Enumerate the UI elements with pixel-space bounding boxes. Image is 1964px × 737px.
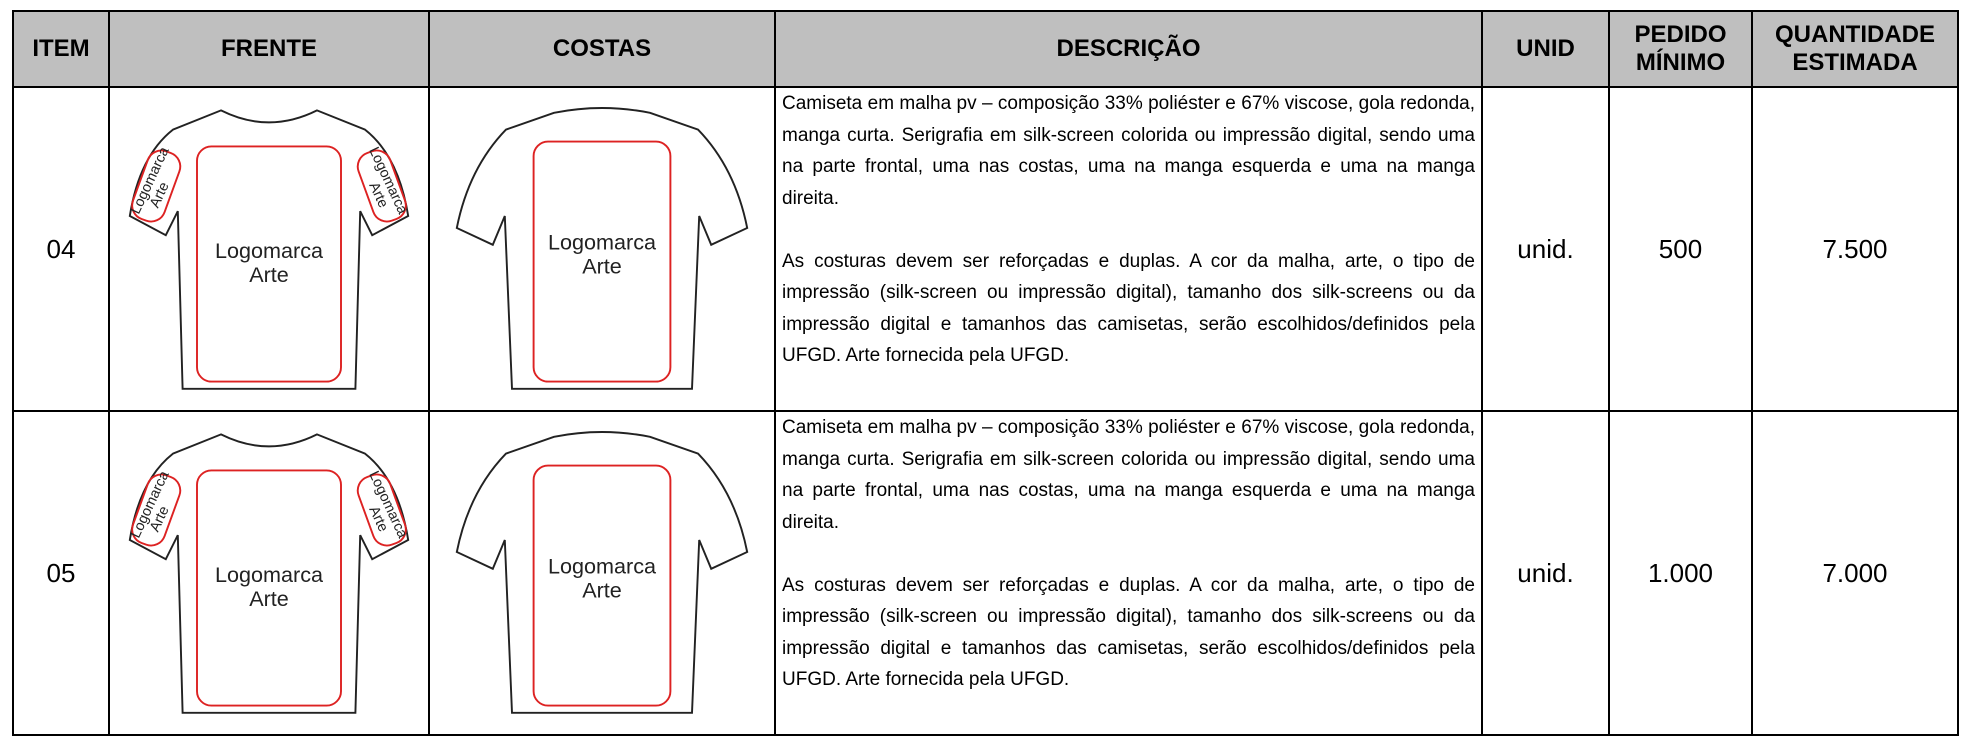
header-cell: PEDIDO MÍNIMO (1608, 10, 1753, 88)
header-cell: DESCRIÇÃO (774, 10, 1483, 88)
art-text: Arte (249, 262, 289, 287)
header-line: PEDIDO (1634, 21, 1727, 48)
item-cell: 05 (12, 410, 110, 736)
back-cell: Logomarca Arte (428, 410, 776, 736)
quantity-cell: 7.500 (1751, 86, 1959, 412)
header-line: MÍNIMO (1635, 49, 1726, 76)
logo-text: Logomarca (215, 562, 324, 587)
back-cell: Logomarca Arte (428, 86, 776, 412)
front-cell: Logomarca Arte Logomarca Arte Logomarca … (108, 410, 430, 736)
header-row: ITEM FRENTE COSTAS DESCRIÇÃO UNID PEDIDO… (12, 10, 1959, 88)
header-cell: QUANTIDADE ESTIMADA (1751, 10, 1959, 88)
description-paragraph: As costuras devem ser reforçadas e dupla… (782, 574, 1475, 691)
min-order-cell: 1.000 (1608, 410, 1753, 736)
front-shirt: Logomarca Arte Logomarca Arte Logomarca … (128, 108, 410, 390)
description-paragraph: Camiseta em malha pv – composição 33% po… (782, 417, 1475, 533)
art-text: Arte (249, 586, 289, 611)
unit-cell: unid. (1481, 86, 1610, 412)
logo-text: Logomarca (215, 238, 324, 263)
description-paragraph: As costuras devem ser reforçadas e dupla… (782, 250, 1475, 367)
unit-cell: unid. (1481, 410, 1610, 736)
quantity-cell: 7.000 (1751, 410, 1959, 736)
back-shirt: Logomarca Arte (455, 106, 749, 390)
art-text: Arte (582, 577, 622, 602)
logo-text: Logomarca (548, 553, 657, 578)
min-order-cell: 500 (1608, 86, 1753, 412)
description-cell: Camiseta em malha pv – composição 33% po… (774, 86, 1483, 412)
item-cell: 04 (12, 86, 110, 412)
header-cell: ITEM (12, 10, 110, 88)
art-text: Arte (582, 253, 622, 278)
front-shirt: Logomarca Arte Logomarca Arte Logomarca … (128, 432, 410, 714)
item-row: 04 Logomarca Arte Logomarca Arte Logomar… (12, 86, 1959, 412)
header-cell: COSTAS (428, 10, 776, 88)
header-cell: UNID (1481, 10, 1610, 88)
description-cell: Camiseta em malha pv – composição 33% po… (774, 410, 1483, 736)
logo-text: Logomarca (548, 229, 657, 254)
item-row: 05 Logomarca Arte Logomarca Arte Logomar… (12, 410, 1959, 736)
description-paragraph: Camiseta em malha pv – composição 33% po… (782, 93, 1475, 209)
product-table: ITEM FRENTE COSTAS DESCRIÇÃO UNID PEDIDO… (12, 10, 1959, 736)
header-line: ESTIMADA (1792, 49, 1918, 76)
header-line: QUANTIDADE (1775, 21, 1935, 48)
back-shirt: Logomarca Arte (455, 430, 749, 714)
front-cell: Logomarca Arte Logomarca Arte Logomarca … (108, 86, 430, 412)
header-cell: FRENTE (108, 10, 430, 88)
